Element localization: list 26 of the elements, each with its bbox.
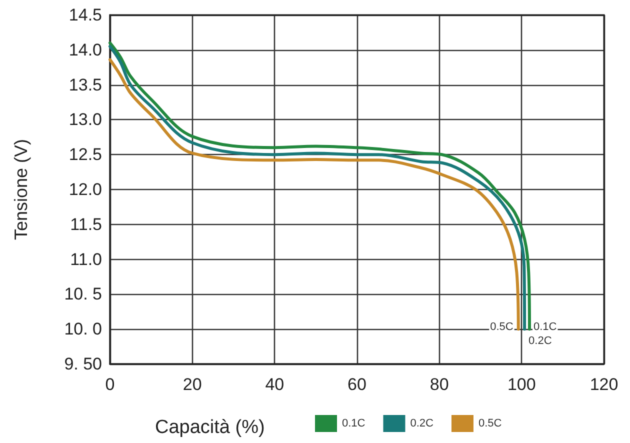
y-tick-label: 10. 0 [64, 320, 102, 339]
x-tick-label: 80 [430, 375, 449, 394]
y-axis-title: Tensione (V) [11, 138, 31, 240]
x-tick-label: 60 [348, 375, 366, 394]
y-tick-label: 14.5 [68, 6, 102, 24]
y-tick-label: 12.0 [68, 180, 102, 199]
y-tick-label: 13.5 [68, 75, 102, 94]
y-tick-label: 10. 5 [64, 284, 102, 304]
annotation: 0.1C [533, 321, 557, 334]
y-tick-label: 11.5 [70, 214, 102, 234]
x-axis-title: Capacità (%) [155, 417, 265, 438]
x-tick-label: 0 [105, 375, 115, 394]
y-tick-label: 11.0 [70, 250, 102, 269]
annotation: 0.2C [528, 335, 552, 348]
legend-label: 0.5C [478, 418, 502, 430]
x-tick-label: 120 [590, 375, 618, 394]
annotation: 0.5C [490, 321, 514, 334]
legend-label: 0.1C [342, 418, 366, 430]
y-tick-label: 13.0 [68, 110, 102, 130]
x-tick-label: 40 [265, 375, 284, 394]
y-tick-label: 9. 50 [64, 354, 102, 374]
y-tick-label: 14.0 [68, 40, 102, 60]
legend-label: 0.2C [410, 418, 434, 430]
y-tick-label: 12.5 [68, 145, 102, 164]
x-tick-label: 20 [182, 375, 202, 394]
x-tick-label: 100 [507, 375, 536, 394]
